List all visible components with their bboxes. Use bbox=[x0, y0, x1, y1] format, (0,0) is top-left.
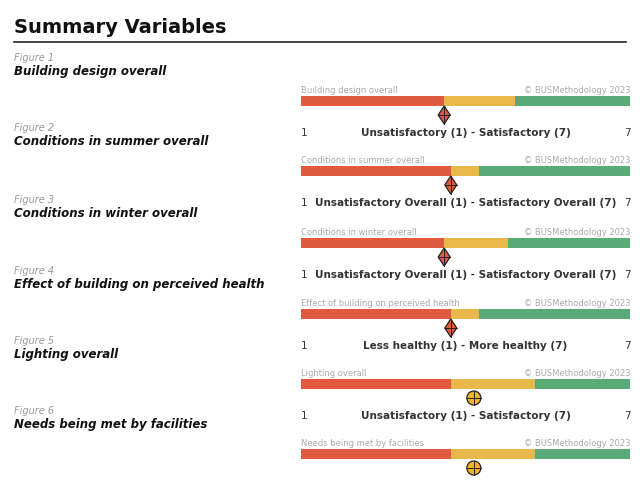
Text: 7: 7 bbox=[624, 128, 630, 138]
Text: Unsatisfactory (1) - Satisfactory (7): Unsatisfactory (1) - Satisfactory (7) bbox=[361, 128, 570, 138]
Bar bbox=[451, 167, 479, 177]
Text: 7: 7 bbox=[624, 410, 630, 420]
Text: © BUSMethodology 2023: © BUSMethodology 2023 bbox=[524, 156, 630, 165]
Text: Needs being met by facilities: Needs being met by facilities bbox=[14, 417, 207, 430]
Text: Effect of building on perceived health: Effect of building on perceived health bbox=[14, 277, 264, 290]
Text: © BUSMethodology 2023: © BUSMethodology 2023 bbox=[524, 228, 630, 237]
Text: Lighting overall: Lighting overall bbox=[301, 368, 366, 377]
Circle shape bbox=[467, 391, 481, 405]
Bar bbox=[479, 167, 630, 177]
Text: Conditions in winter overall: Conditions in winter overall bbox=[14, 206, 197, 219]
Bar bbox=[451, 309, 479, 319]
Bar bbox=[301, 449, 451, 459]
Text: Figure 4: Figure 4 bbox=[14, 265, 54, 276]
Text: 1: 1 bbox=[301, 340, 307, 350]
Bar bbox=[301, 239, 444, 249]
Text: Lighting overall: Lighting overall bbox=[14, 347, 118, 360]
Text: Figure 2: Figure 2 bbox=[14, 123, 54, 133]
Text: 1: 1 bbox=[301, 269, 307, 279]
Text: Needs being met by facilities: Needs being met by facilities bbox=[301, 438, 424, 447]
Bar bbox=[301, 97, 444, 107]
Polygon shape bbox=[445, 177, 457, 194]
Text: © BUSMethodology 2023: © BUSMethodology 2023 bbox=[524, 438, 630, 447]
Text: 1: 1 bbox=[301, 410, 307, 420]
Bar bbox=[535, 449, 630, 459]
Polygon shape bbox=[438, 249, 450, 266]
Text: Building design overall: Building design overall bbox=[301, 86, 397, 95]
Text: 1: 1 bbox=[301, 128, 307, 138]
Bar bbox=[301, 379, 451, 389]
Text: © BUSMethodology 2023: © BUSMethodology 2023 bbox=[524, 368, 630, 377]
Bar bbox=[508, 239, 630, 249]
Bar bbox=[444, 97, 515, 107]
Text: Summary Variables: Summary Variables bbox=[14, 18, 227, 37]
Text: Figure 1: Figure 1 bbox=[14, 53, 54, 63]
Text: 7: 7 bbox=[624, 340, 630, 350]
Text: 7: 7 bbox=[624, 269, 630, 279]
Bar bbox=[451, 449, 535, 459]
Text: 1: 1 bbox=[301, 198, 307, 207]
Polygon shape bbox=[445, 319, 457, 337]
Bar bbox=[301, 167, 451, 177]
Text: Figure 5: Figure 5 bbox=[14, 336, 54, 345]
Bar bbox=[479, 309, 630, 319]
Polygon shape bbox=[438, 107, 450, 125]
Circle shape bbox=[467, 461, 481, 475]
Text: © BUSMethodology 2023: © BUSMethodology 2023 bbox=[524, 299, 630, 307]
Bar bbox=[451, 379, 535, 389]
Text: Unsatisfactory (1) - Satisfactory (7): Unsatisfactory (1) - Satisfactory (7) bbox=[361, 410, 570, 420]
Text: Building design overall: Building design overall bbox=[14, 65, 166, 78]
Text: Conditions in summer overall: Conditions in summer overall bbox=[14, 135, 209, 148]
Text: Figure 6: Figure 6 bbox=[14, 405, 54, 415]
Text: Unsatisfactory Overall (1) - Satisfactory Overall (7): Unsatisfactory Overall (1) - Satisfactor… bbox=[315, 198, 616, 207]
Bar bbox=[301, 309, 451, 319]
Text: Conditions in winter overall: Conditions in winter overall bbox=[301, 228, 417, 237]
Text: Effect of building on perceived health: Effect of building on perceived health bbox=[301, 299, 460, 307]
Bar bbox=[444, 239, 508, 249]
Text: Conditions in summer overall: Conditions in summer overall bbox=[301, 156, 424, 165]
Text: Figure 3: Figure 3 bbox=[14, 194, 54, 204]
Bar bbox=[535, 379, 630, 389]
Text: Less healthy (1) - More healthy (7): Less healthy (1) - More healthy (7) bbox=[364, 340, 568, 350]
Bar bbox=[515, 97, 630, 107]
Text: © BUSMethodology 2023: © BUSMethodology 2023 bbox=[524, 86, 630, 95]
Text: 7: 7 bbox=[624, 198, 630, 207]
Text: Unsatisfactory Overall (1) - Satisfactory Overall (7): Unsatisfactory Overall (1) - Satisfactor… bbox=[315, 269, 616, 279]
